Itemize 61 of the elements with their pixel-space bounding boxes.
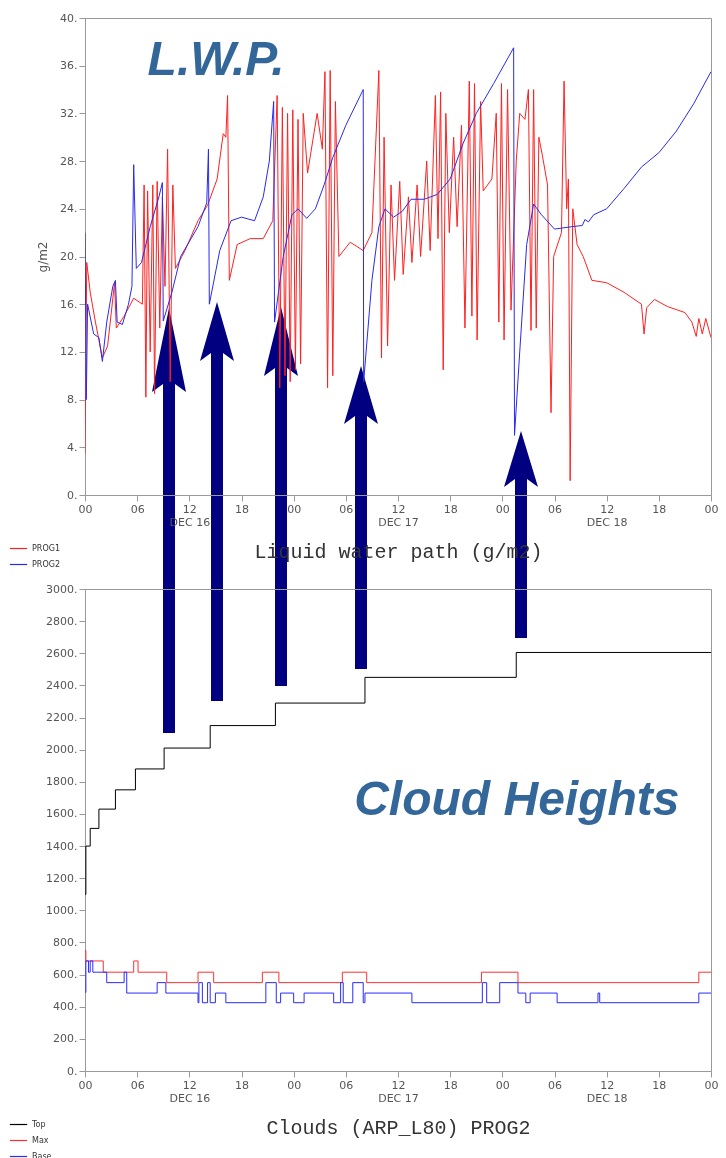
x-tick-label: 00 [287,1078,302,1092]
x-tick-label: 12 DEC 17 [378,1078,419,1105]
annotation: L.W.P. [147,31,285,85]
y-tick-label: 400. [53,1000,78,1014]
x-tick-label: 00 [704,502,719,516]
x-tick-label: 18 [652,502,667,516]
x-tick-label: 06 [130,502,145,516]
x-tick-label: 00 [495,1078,510,1092]
y-tick-label: 16. [60,297,78,311]
y-tick-label: 4. [67,440,78,454]
y-tick-label: 0. [67,1064,78,1078]
y-tick-label: 2400. [46,678,78,692]
legend-label: PROG1 [32,543,60,553]
x-tick-label: 06 [339,1078,354,1092]
y-tick-label: 2200. [46,711,78,725]
x-tick-label: 00 [495,502,510,516]
x-tick-label: 18 [235,1078,249,1092]
x-tick-label: 18 [652,1078,667,1092]
x-tick-label: 06 [130,1078,145,1092]
y-tick-label: 1200. [46,871,78,885]
x-axis-title: Clouds (ARP_L80) PROG2 [266,1116,531,1140]
y-tick-label: 200. [53,1032,78,1046]
legend-label: Max [32,1135,49,1145]
x-tick-label: 18 [443,502,458,516]
y-tick-label: 2800. [46,614,78,628]
x-tick-label: 00 [287,502,302,516]
x-tick-label: 12 DEC 18 [586,502,628,529]
y-tick-label: 28. [60,154,78,168]
y-tick-label: 600. [53,968,78,982]
y-tick-label: 1800. [46,775,78,789]
x-tick-label: 00 [704,1078,719,1092]
x-tick-label: 06 [548,1078,562,1092]
x-tick-label: 12 DEC 17 [378,502,419,529]
y-tick-label: 2600. [46,646,78,660]
x-tick-label: 18 [235,502,249,516]
y-tick-label: 20. [60,250,78,263]
y-tick-label: 12. [60,345,78,359]
y-axis-title: g/m2 [36,241,51,273]
x-tick-label: 12 DEC 18 [586,1078,628,1105]
x-tick-label: 06 [339,502,354,516]
y-tick-label: 2000. [46,743,78,757]
y-tick-label: 1400. [46,839,78,853]
y-tick-label: 1600. [46,807,78,821]
y-tick-label: 8. [67,393,78,407]
x-tick-label: 00 [78,1078,93,1092]
x-tick-label: 12 DEC 16 [169,1078,211,1105]
legend-label: Top [31,1119,46,1129]
y-tick-label: 3000. [46,582,78,596]
y-tick-label: 24. [60,202,78,216]
legend-label: PROG2 [32,559,60,569]
annotation: Cloud Heights [354,772,680,826]
y-tick-label: 40. [60,11,78,25]
x-tick-label: 00 [78,502,93,516]
legend-label: Base [32,1151,52,1158]
x-tick-label: 06 [548,502,562,516]
y-tick-label: 800. [53,935,78,949]
y-tick-label: 36. [60,59,78,73]
y-tick-label: 0. [67,488,78,502]
x-tick-label: 18 [443,1078,458,1092]
y-tick-label: 1000. [46,903,78,917]
y-tick-label: 32. [60,106,78,120]
